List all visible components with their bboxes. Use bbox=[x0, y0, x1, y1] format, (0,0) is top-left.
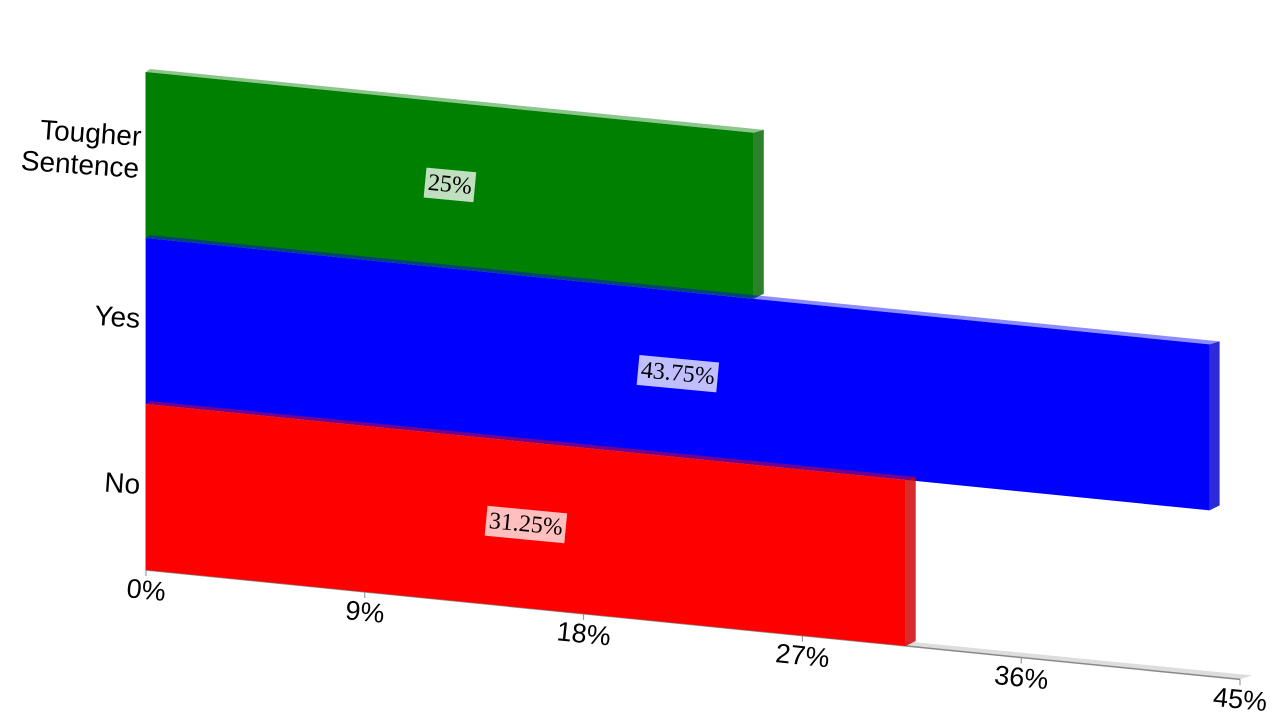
x-tick-label: 0% bbox=[125, 573, 167, 607]
bar-side-shade bbox=[753, 129, 764, 299]
x-tick-label: 36% bbox=[993, 660, 1050, 695]
bar-side-shade bbox=[1209, 341, 1220, 511]
x-tick-label: 45% bbox=[1212, 682, 1269, 717]
value-label-bg bbox=[636, 354, 720, 393]
value-label-bg bbox=[423, 167, 477, 203]
x-axis bbox=[145, 569, 1241, 681]
x-tick-label: 9% bbox=[344, 595, 386, 629]
y-tick-label: TougherSentence bbox=[20, 113, 142, 184]
value-label-bg bbox=[484, 505, 568, 544]
y-tick-label: No bbox=[103, 467, 141, 500]
y-tick-label: Yes bbox=[93, 300, 141, 334]
bar-side-shade bbox=[905, 476, 916, 646]
bar-side bbox=[905, 476, 916, 646]
x-tick-label: 18% bbox=[555, 616, 612, 651]
bar-top bbox=[146, 69, 764, 133]
value-label: 25% bbox=[427, 170, 473, 200]
bar-top bbox=[146, 235, 1220, 345]
value-label-group: 25% bbox=[423, 167, 477, 203]
value-label-group: 43.75% bbox=[636, 354, 720, 393]
bar-side bbox=[753, 129, 764, 299]
bar-top bbox=[146, 401, 916, 480]
value-label-group: 31.25% bbox=[484, 505, 568, 544]
x-tick-label: 27% bbox=[774, 638, 831, 673]
bar-side bbox=[1209, 341, 1220, 511]
